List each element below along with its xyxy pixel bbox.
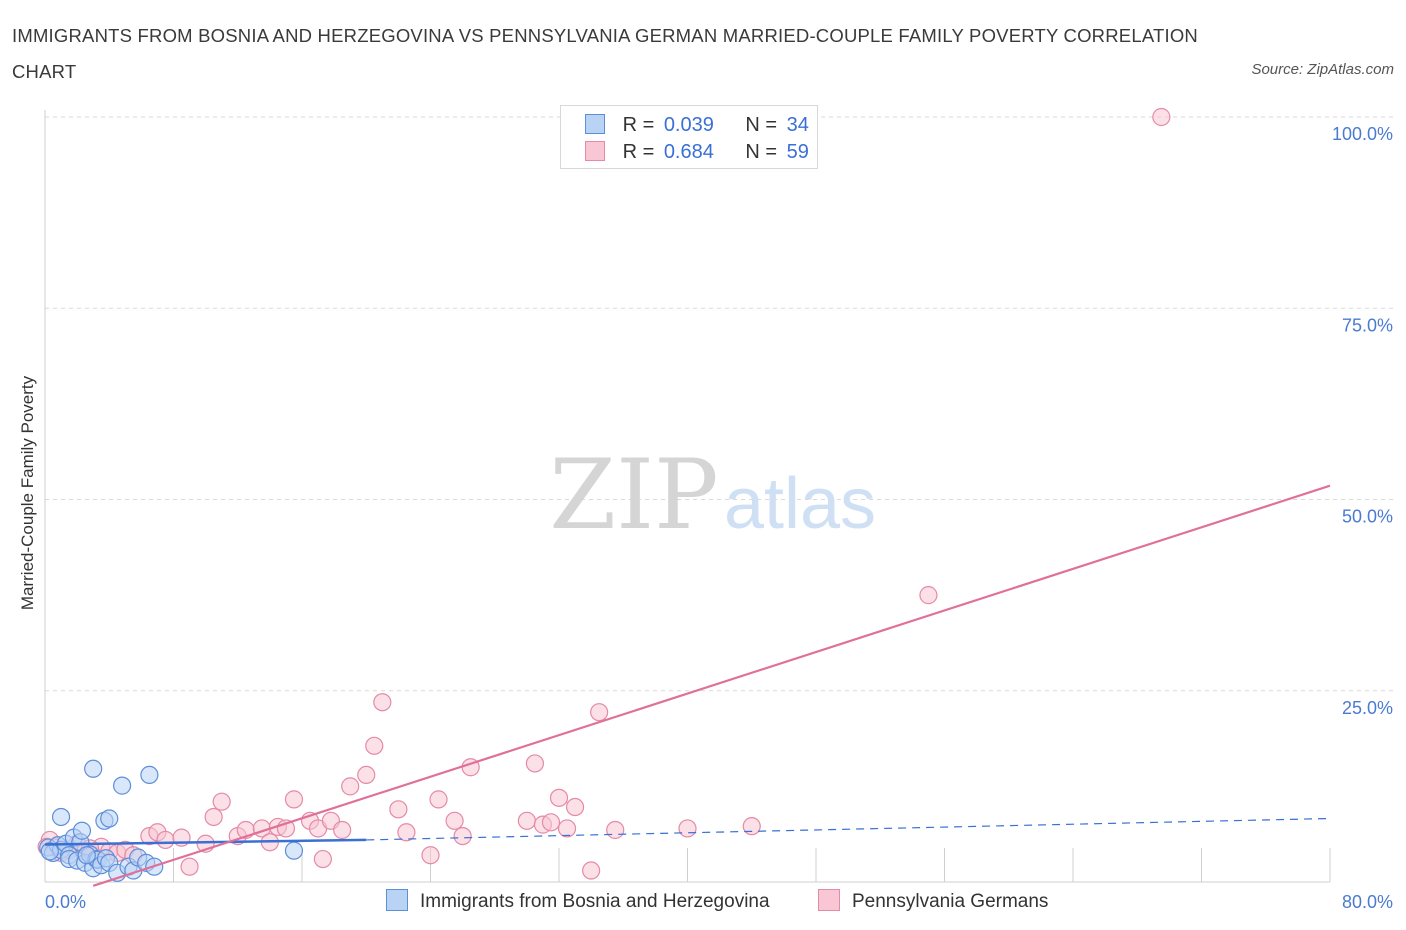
data-point-pink: [156, 830, 175, 850]
data-point-pink: [341, 777, 360, 796]
y-tick-label: 100.0%: [1332, 124, 1393, 144]
data-point-blue: [40, 842, 59, 861]
legend-n-label: N =: [745, 114, 778, 136]
data-point-blue: [140, 765, 159, 785]
bottom-legend-swatch-pink: [818, 889, 840, 911]
x-tick-label-max: 80.0%: [1342, 892, 1393, 912]
data-point-pink: [373, 693, 392, 712]
legend-swatch-blue: [585, 114, 605, 134]
data-point-blue: [51, 807, 71, 827]
bottom-legend-blue: Immigrants from Bosnia and Herzegovina: [386, 889, 770, 913]
legend-swatch-pink: [585, 141, 605, 161]
y-tick-label: 25.0%: [1342, 698, 1393, 718]
legend-r-value-pink: 0.684: [663, 141, 714, 163]
bottom-legend-label-blue: Immigrants from Bosnia and Herzegovina: [420, 891, 770, 912]
watermark-zip: ZIP: [549, 439, 718, 551]
data-point-blue: [77, 846, 96, 865]
data-point-pink: [421, 846, 440, 865]
data-point-pink: [525, 754, 545, 773]
bottom-legend-label-pink: Pennsylvania Germans: [852, 891, 1049, 912]
data-point-pink: [678, 819, 697, 838]
data-point-pink: [453, 826, 472, 846]
data-point-pink: [284, 790, 304, 809]
data-point-pink: [919, 586, 938, 605]
watermark: ZIP atlas: [549, 439, 876, 551]
data-point-pink: [365, 736, 384, 755]
legend-row-blue: R = 0.039 N = 34: [585, 112, 809, 138]
data-point-pink: [429, 790, 448, 809]
data-point-pink: [541, 813, 561, 832]
legend-box: R = 0.039 N = 34 R = 0.684 N = 59: [560, 105, 818, 169]
trend-line-blue: [44, 838, 367, 846]
blue-series: [39, 759, 304, 882]
y-tick-label: 75.0%: [1342, 315, 1393, 335]
data-point-pink: [557, 819, 577, 838]
data-point-pink: [397, 823, 416, 842]
data-point-pink: [1152, 107, 1171, 127]
legend-r-value-blue: 0.039: [663, 114, 714, 136]
data-point-blue: [72, 821, 92, 840]
data-point-pink: [212, 792, 231, 811]
data-point-blue: [284, 841, 304, 860]
trend-line-blue-extension: [366, 817, 1331, 841]
data-point-pink: [742, 817, 761, 836]
data-point-pink: [357, 765, 376, 785]
data-point-pink: [582, 861, 601, 880]
data-point-pink: [590, 703, 609, 722]
chart-title: IMMIGRANTS FROM BOSNIA AND HERZEGOVINA V…: [12, 25, 1198, 82]
grid-lines: [45, 116, 1393, 692]
data-point-pink: [204, 807, 223, 827]
data-point-pink: [565, 797, 585, 817]
bottom-legend-pink: Pennsylvania Germans: [818, 889, 1048, 913]
watermark-atlas: atlas: [724, 464, 876, 544]
data-point-pink: [517, 811, 536, 830]
y-tick-labels: 25.0% 50.0% 75.0% 100.0%: [1332, 124, 1393, 718]
data-point-pink: [549, 788, 569, 807]
legend-r-label: R =: [622, 114, 655, 136]
x-ticks: [44, 848, 1331, 882]
trend-line-pink: [92, 484, 1331, 887]
data-point-blue: [112, 776, 132, 795]
data-point-pink: [389, 800, 408, 819]
data-point-pink: [445, 811, 464, 830]
trend-lines: [44, 484, 1331, 887]
data-point-pink: [606, 820, 625, 840]
data-point-pink: [180, 857, 199, 876]
data-point-pink: [333, 820, 352, 840]
x-tick-label-min: 0.0%: [45, 892, 86, 912]
data-point-pink: [313, 849, 332, 869]
legend-n-value-pink: 59: [786, 141, 809, 163]
y-tick-label: 50.0%: [1342, 507, 1393, 527]
legend-row-pink: R = 0.684 N = 59: [585, 139, 809, 165]
legend-r-label: R =: [622, 141, 655, 163]
data-point-blue: [84, 759, 103, 778]
legend-n-label: N =: [745, 141, 778, 163]
bottom-legend-swatch-blue: [386, 889, 408, 911]
data-point-blue: [100, 809, 119, 828]
legend-n-value-blue: 34: [786, 114, 809, 136]
source-credit: Source: ZipAtlas.com: [1251, 61, 1394, 78]
